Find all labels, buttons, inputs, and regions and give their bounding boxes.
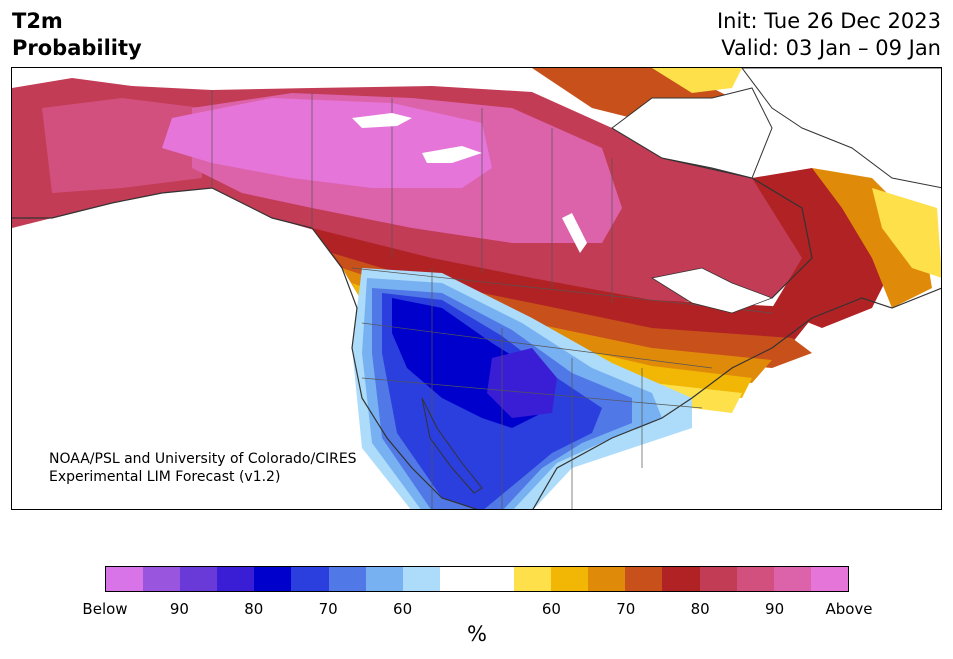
colorbar-swatch: [773, 567, 811, 591]
baja-peninsula: [421, 397, 483, 494]
colorbar-swatch: [402, 567, 440, 591]
east-canada-warm: [752, 168, 892, 328]
colorbar-swatch: [476, 567, 515, 591]
labrador-yellow: [872, 188, 941, 278]
init-date: Init: Tue 26 Dec 2023: [716, 9, 941, 33]
colorbar-swatch: [551, 567, 589, 591]
northern-us-orange: [332, 253, 812, 368]
colorbar-swatch: [106, 567, 144, 591]
colorbar: [105, 566, 849, 592]
credit-text: NOAA/PSL and University of Colorado/CIRE…: [49, 450, 357, 486]
credit-line-2: Experimental LIM Forecast (v1.2): [49, 469, 281, 485]
great-bear-lake: [422, 146, 482, 163]
colorbar-tick-label: Below: [82, 600, 128, 618]
title-line-1: T2m: [12, 9, 63, 33]
colorbar-tick-label: 70: [616, 600, 636, 618]
east-canada-orange: [812, 168, 932, 308]
colorbar-tick-label: 60: [393, 600, 413, 618]
colorbar-swatch: [254, 567, 292, 591]
great-slave-lake: [352, 113, 412, 128]
colorbar-unit: %: [467, 622, 487, 646]
alaska-core: [42, 98, 202, 193]
map-title: T2m Probability: [12, 8, 142, 62]
colorbar-swatch: [291, 567, 329, 591]
colorbar-swatch: [588, 567, 626, 591]
texas-cold-core: [487, 348, 557, 418]
valid-date: Valid: 03 Jan – 09 Jan: [721, 36, 941, 60]
colorbar-swatch: [439, 567, 477, 591]
colorbar-swatch: [365, 567, 403, 591]
colorbar-tick-label: 60: [541, 600, 561, 618]
colorbar-tick-label: 90: [169, 600, 189, 618]
colorbar-swatch: [625, 567, 663, 591]
colorbar-swatch: [699, 567, 737, 591]
state-province-borders: [211, 90, 773, 509]
probability-map: [12, 68, 941, 509]
map-panel: [11, 67, 942, 510]
forecast-dates: Init: Tue 26 Dec 2023 Valid: 03 Jan – 09…: [717, 8, 941, 62]
lake-winnipeg: [562, 213, 587, 253]
colorbar-tick-label: 90: [765, 600, 785, 618]
colorbar-swatch: [662, 567, 700, 591]
hudson-bay: [611, 87, 773, 179]
colorbar-swatch: [810, 567, 848, 591]
colorbar-tick-label: 70: [318, 600, 338, 618]
great-lakes: [650, 267, 774, 314]
colorbar-swatch: [736, 567, 774, 591]
northern-us-amber: [342, 268, 772, 383]
northern-us-gold: [352, 283, 752, 398]
colorbar-swatch: [514, 567, 552, 591]
title-line-2: Probability: [12, 36, 142, 60]
colorbar-tick-label: 80: [690, 600, 710, 618]
colorbar-swatch: [180, 567, 218, 591]
colorbar-tick-label: Above: [825, 600, 873, 618]
arctic-islands: [741, 68, 941, 189]
credit-line-1: NOAA/PSL and University of Colorado/CIRE…: [49, 451, 357, 467]
canada-max-warm: [162, 98, 492, 188]
arctic-yellow: [652, 68, 742, 93]
northern-us-red: [312, 228, 812, 343]
colorbar-swatch: [143, 567, 181, 591]
colorbar-tick-label: 80: [244, 600, 264, 618]
colorbar-swatch: [328, 567, 366, 591]
colorbar-swatch: [217, 567, 255, 591]
